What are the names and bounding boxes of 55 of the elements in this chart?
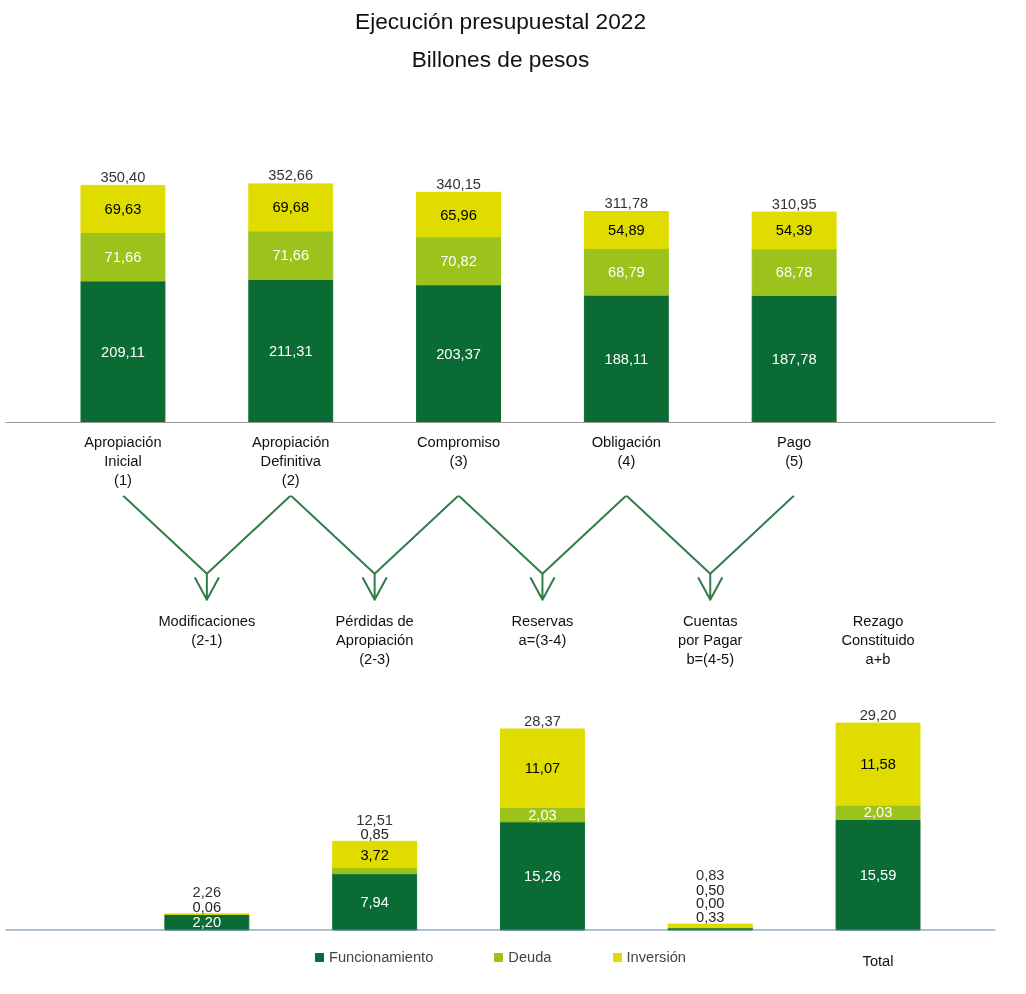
- data-label: 15,26: [524, 867, 561, 884]
- data-label: 3,72: [360, 846, 389, 863]
- data-label: 2,20: [192, 914, 222, 931]
- total-label: 311,78: [604, 194, 649, 211]
- data-label: 68,78: [775, 264, 813, 281]
- legend-label: Deuda: [508, 949, 552, 965]
- x-tick-label: Compromiso (3): [417, 433, 501, 469]
- data-label: 2,03: [528, 806, 557, 823]
- data-label: 0,85: [360, 826, 389, 843]
- text: Total: [862, 953, 894, 970]
- data-label: 211,31: [268, 343, 313, 360]
- legend-label: Inversión: [626, 949, 686, 965]
- data-label: 0,00: [695, 895, 725, 912]
- x-tick-label: Apropiación Inicial (1): [84, 433, 162, 488]
- data-label: 71,66: [272, 247, 310, 264]
- total-label: 0,83: [695, 867, 725, 884]
- data-label: 11,58: [860, 756, 896, 773]
- data-label: 188,11: [604, 350, 649, 367]
- total-label: 350,40: [100, 168, 146, 185]
- data-label: 0,06: [192, 898, 222, 915]
- data-label: 68,79: [608, 263, 645, 280]
- x-tick-label: Modificaciones (2-1): [158, 612, 256, 649]
- total-label: 29,20: [859, 706, 897, 723]
- data-label: 0,33: [695, 909, 725, 926]
- total-label: 12,51: [356, 811, 393, 828]
- x-tick-label: Obligación (4): [591, 433, 661, 469]
- data-label: 0,50: [695, 881, 725, 898]
- total-label: 2,26: [192, 884, 222, 901]
- x-tick-label: Pérdidas de Apropiación (2-3): [335, 612, 414, 668]
- total-label: 28,37: [524, 712, 561, 729]
- data-label: 15,59: [859, 866, 897, 883]
- data-label: 69,68: [272, 199, 310, 216]
- data-label: 69,63: [104, 200, 142, 217]
- total-label: 352,66: [268, 167, 314, 184]
- x-tick-label: Pago (5): [777, 433, 812, 469]
- x-tick-label: Cuentas por Pagar b=(4-5): [678, 612, 743, 668]
- data-label: 187,78: [771, 350, 817, 367]
- data-label: 54,39: [775, 222, 813, 239]
- legend-label: Funcionamiento: [329, 949, 434, 965]
- data-label: 71,66: [104, 248, 142, 265]
- data-label: 11,07: [524, 760, 561, 777]
- data-label: 203,37: [436, 345, 481, 362]
- data-label: 65,96: [440, 206, 477, 223]
- chart-title: Ejecución presupuestal 2022: [355, 7, 646, 34]
- data-label: 70,82: [440, 252, 477, 269]
- data-label: 7,94: [360, 893, 389, 910]
- total-label: 310,95: [771, 195, 817, 212]
- data-label: 2,03: [863, 804, 893, 821]
- data-label: 54,89: [608, 222, 645, 239]
- total-label: 340,15: [436, 175, 481, 192]
- x-tick-label: Apropiación Definitiva (2): [252, 433, 330, 488]
- x-tick-label: Rezago Constituido a+b: [841, 612, 915, 668]
- x-tick-label: Reservas a=(3-4): [511, 612, 574, 649]
- chart-subtitle: Billones de pesos: [411, 45, 590, 72]
- data-label: 209,11: [101, 343, 145, 360]
